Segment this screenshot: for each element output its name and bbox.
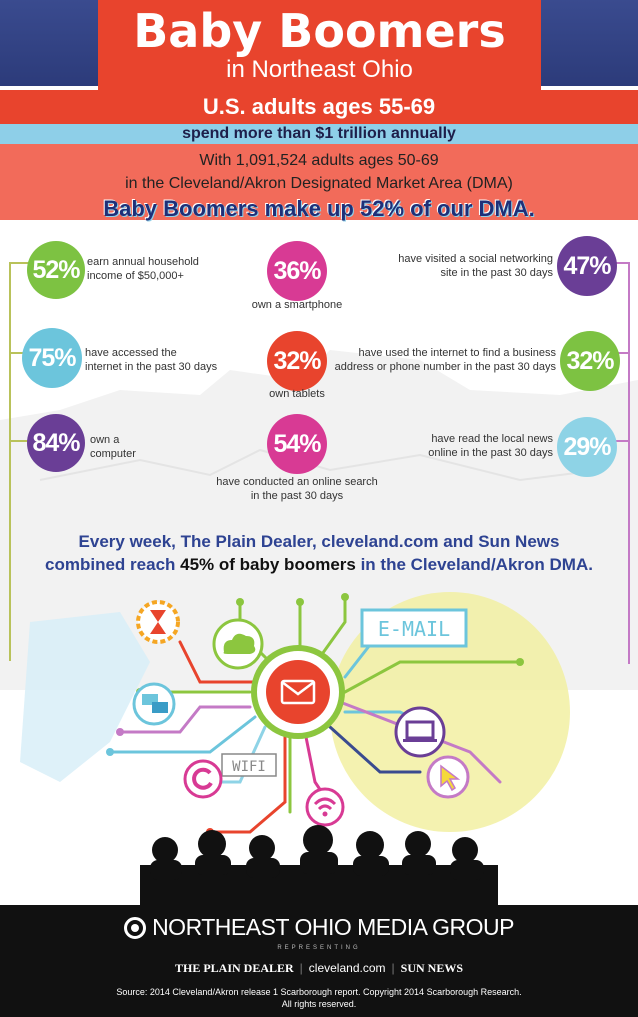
stat-label: own a smartphone [251, 299, 343, 311]
refresh-icon [183, 759, 223, 799]
hourglass-icon [136, 600, 180, 644]
stat-circle: 32% [560, 331, 620, 391]
partner-plain-dealer: THE PLAIN DEALER [174, 961, 294, 975]
partner-logos: THE PLAIN DEALER | cleveland.com | SUN NEWS [174, 961, 463, 975]
chat-icon [132, 682, 176, 726]
adults-heading: U.S. adults ages 55-69 [202, 94, 436, 119]
reach-statement-line-2: combined reach 45% of baby boomers in th… [45, 555, 593, 574]
stat-circle: 29% [557, 417, 617, 477]
source-text: Source: 2014 Cleveland/Akron release 1 S… [116, 987, 522, 997]
partner-sun-news: SUN NEWS [400, 961, 463, 975]
spend-heading: spend more than $1 trillion annually [182, 125, 456, 142]
people-silhouettes [140, 825, 498, 905]
cursor-icon [426, 755, 470, 799]
left-bracket [9, 262, 31, 661]
stat-label: own tablets [269, 388, 325, 400]
email-sign: E-MAIL [360, 608, 468, 648]
rights-text: All rights reserved. [281, 999, 357, 1009]
partner-cleveland-com: cleveland.com [308, 961, 386, 975]
email-label: E-MAIL [378, 617, 450, 641]
left-bracket-tick [9, 352, 31, 354]
stat-circle: 47% [557, 236, 617, 296]
wifi-label: WIFI [232, 759, 266, 775]
stat-circle: 75% [22, 328, 82, 388]
page-subtitle: in Northeast Ohio [226, 56, 413, 83]
stat-label: have conducted an online search in the pa… [216, 476, 378, 502]
stat-label: earn annual household income of $50,000+ [87, 256, 199, 282]
stat-label: have read the local news online in the pa… [428, 433, 553, 459]
envelope-icon [280, 679, 316, 705]
stat-circle: 32% [267, 331, 327, 391]
stat-label: own a computer [90, 434, 136, 460]
wifi-sign: WIFI [221, 753, 277, 777]
circuit-illustration: E-MAIL WIFI [20, 592, 570, 905]
wifi-icon [305, 787, 345, 827]
adults-band [0, 90, 638, 124]
population-text: With 1,091,524 adults ages 50-69 [199, 152, 439, 169]
reach-statement-line-1: Every week, The Plain Dealer, cleveland.… [78, 532, 560, 551]
stat-circle: 36% [267, 241, 327, 301]
spend-band [0, 124, 638, 144]
title-box [98, 0, 541, 90]
representing-label: REPRESENTING [277, 945, 361, 951]
laptop-icon [394, 706, 446, 758]
brand-logo-icon [124, 917, 147, 939]
makeup-heading: Baby Boomers make up 52% of our DMA. [103, 196, 535, 221]
stat-circle: 54% [267, 414, 327, 474]
dma-band [0, 144, 638, 220]
right-bracket-tick [606, 440, 628, 442]
stat-label: have accessed the internet in the past 30… [85, 347, 218, 373]
footer [0, 905, 638, 1017]
brand-name: NORTHEAST OHIO MEDIA GROUP [0, 914, 638, 941]
dma-text: in the Cleveland/Akron Designated Market… [125, 175, 513, 192]
left-bracket-tick [9, 440, 31, 442]
stat-circle: 52% [27, 241, 85, 299]
cloud-icon [212, 618, 264, 670]
stat-label: have used the internet to find a busines… [334, 347, 556, 373]
page-title: Baby Boomers [133, 4, 506, 58]
right-bracket [606, 262, 630, 664]
stat-label: have visited a social networking site in … [398, 253, 553, 279]
stat-circle: 84% [27, 414, 85, 472]
